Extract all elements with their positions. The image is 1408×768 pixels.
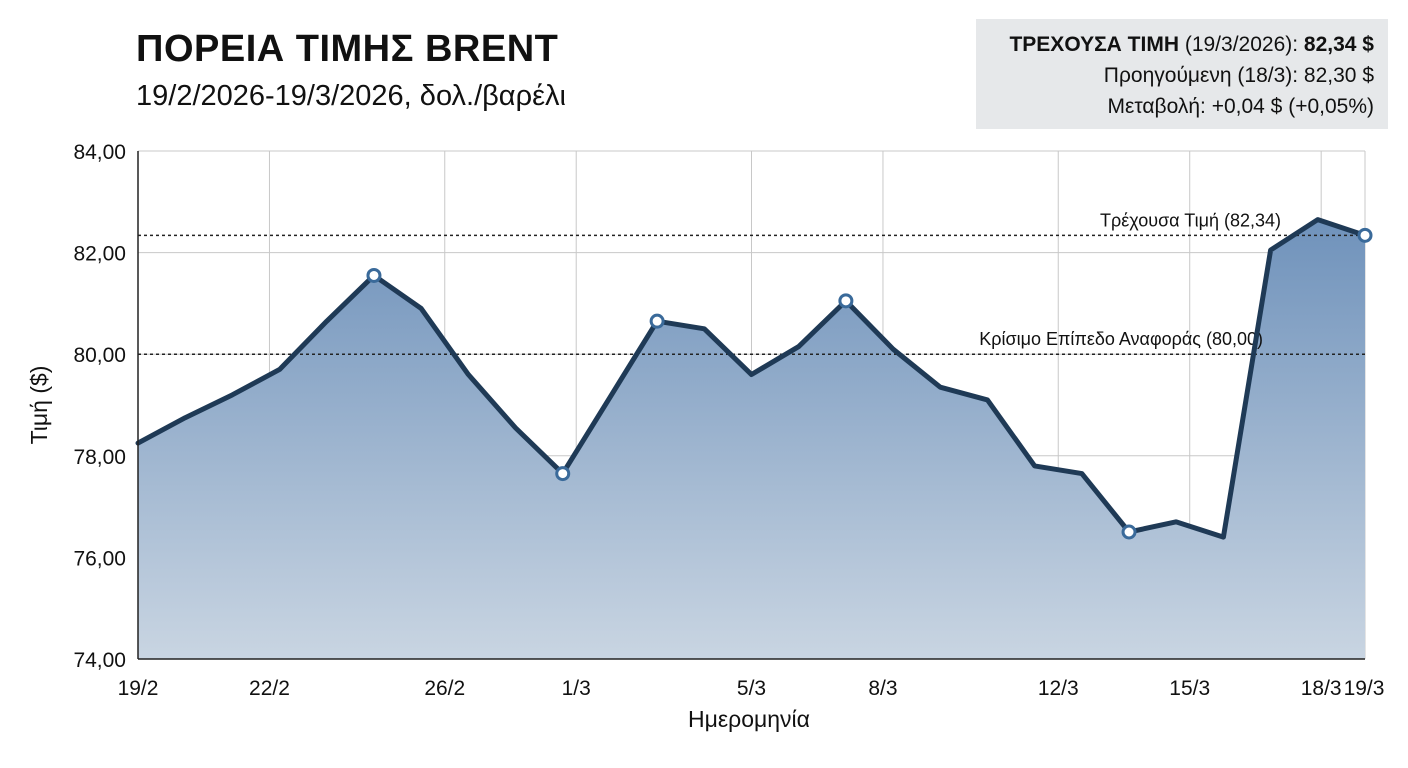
price-area-fill bbox=[138, 219, 1365, 659]
price-line bbox=[135, 217, 1368, 540]
price-change-line: Μεταβολή: +0,04 $ (+0,05%) bbox=[1107, 95, 1374, 118]
data-point-marker bbox=[838, 293, 854, 309]
current-price-value: 82,34 $ bbox=[1303, 33, 1374, 56]
chart-subtitle: 19/2/2026-19/3/2026, δολ./βαρέλι bbox=[136, 80, 566, 112]
current-price-label: ΤΡΕΧΟΥΣΑ ΤΙΜΗ bbox=[1009, 33, 1179, 56]
x-tick-label: 19/3 bbox=[1344, 677, 1385, 700]
x-tick-label: 18/3 bbox=[1301, 677, 1342, 700]
reference-line-label: Τρέχουσα Τιμή (82,34) bbox=[1100, 210, 1281, 230]
series-line-layer bbox=[135, 217, 1368, 540]
x-axis-label: Ημερομηνία bbox=[688, 706, 810, 732]
axes: 74,00 76,00 78,00 80,00 82,00 84,00 19/2 22/2 26… bbox=[73, 141, 1384, 700]
x-tick-label: 8/3 bbox=[868, 677, 897, 700]
chart-title: ΠΟΡΕΙΑ ΤΙΜΗΣ BRENT bbox=[136, 28, 559, 70]
area-fill-layer bbox=[138, 219, 1365, 659]
x-tick-label: 1/3 bbox=[562, 677, 591, 700]
data-point-marker bbox=[1357, 227, 1373, 243]
data-point-marker bbox=[649, 313, 665, 329]
y-tick-label: 80,00 bbox=[73, 344, 126, 367]
reference-lines: Τρέχουσα Τιμή (82,34) Κρίσιμο Επίπεδο Ανα… bbox=[138, 210, 1365, 355]
x-tick-label: 12/3 bbox=[1038, 677, 1079, 700]
x-tick-label: 5/3 bbox=[737, 677, 766, 700]
y-tick-label: 74,00 bbox=[73, 649, 126, 672]
data-point-marker bbox=[1121, 524, 1137, 540]
data-point-marker bbox=[366, 267, 382, 283]
y-tick-label: 78,00 bbox=[73, 446, 126, 469]
current-price-box: ΤΡΕΧΟΥΣΑ ΤΙΜΗ (19/3/2026): 82,34 $ Προηγ… bbox=[976, 19, 1388, 129]
y-axis-label: Τιμή ($) bbox=[26, 366, 52, 445]
current-price-line: ΤΡΕΧΟΥΣΑ ΤΙΜΗ (19/3/2026): 82,34 $ bbox=[976, 29, 1374, 60]
markers bbox=[366, 227, 1373, 540]
data-point-marker bbox=[555, 466, 571, 482]
reference-line-label: Κρίσιμο Επίπεδο Αναφοράς (80,00) bbox=[979, 329, 1263, 349]
x-tick-label: 19/2 bbox=[118, 677, 159, 700]
x-tick-label: 26/2 bbox=[424, 677, 465, 700]
current-price-date: (19/3/2026): bbox=[1179, 33, 1304, 56]
y-tick-label: 76,00 bbox=[73, 547, 126, 570]
y-tick-label: 84,00 bbox=[73, 141, 126, 164]
x-tick-label: 15/3 bbox=[1169, 677, 1210, 700]
previous-price-line: Προηγούμενη (18/3): 82,30 $ bbox=[1103, 64, 1374, 87]
y-tick-label: 82,00 bbox=[73, 243, 126, 266]
x-tick-label: 22/2 bbox=[249, 677, 290, 700]
